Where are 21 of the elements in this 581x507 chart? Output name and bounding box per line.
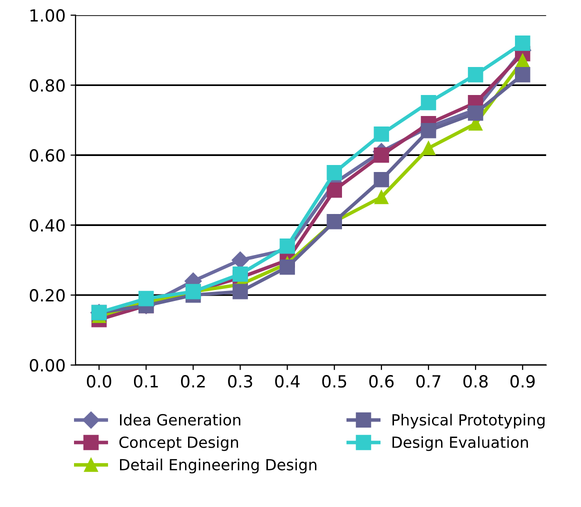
legend-label: Design Evaluation (392, 436, 528, 451)
y-tick-label: 0.40 (30, 219, 65, 232)
x-tick-label: 0.4 (275, 375, 300, 388)
legend-label: Physical Prototyping (392, 414, 545, 429)
x-tick-label: 0.8 (463, 375, 488, 388)
x-tick-label: 0.0 (86, 375, 112, 388)
x-tick-label: 0.5 (322, 375, 346, 388)
legend-label: Concept Design (119, 436, 238, 451)
y-tick-label: 0.00 (30, 359, 65, 372)
y-tick-label: 0.60 (30, 149, 65, 162)
x-tick-label: 0.7 (416, 375, 440, 388)
x-tick-label: 0.2 (181, 375, 205, 388)
legend-label: Detail Engineering Design (120, 458, 316, 474)
x-tick-label: 0.3 (228, 375, 252, 388)
x-tick-label: 0.6 (369, 375, 394, 388)
x-tick-label: 0.1 (134, 375, 158, 388)
y-tick-label: 0.80 (30, 79, 65, 92)
x-tick-label: 0.9 (510, 375, 535, 388)
y-tick-label: 1.00 (30, 9, 65, 22)
y-tick-label: 0.20 (30, 289, 65, 302)
legend-label: Idea Generation (120, 414, 240, 426)
